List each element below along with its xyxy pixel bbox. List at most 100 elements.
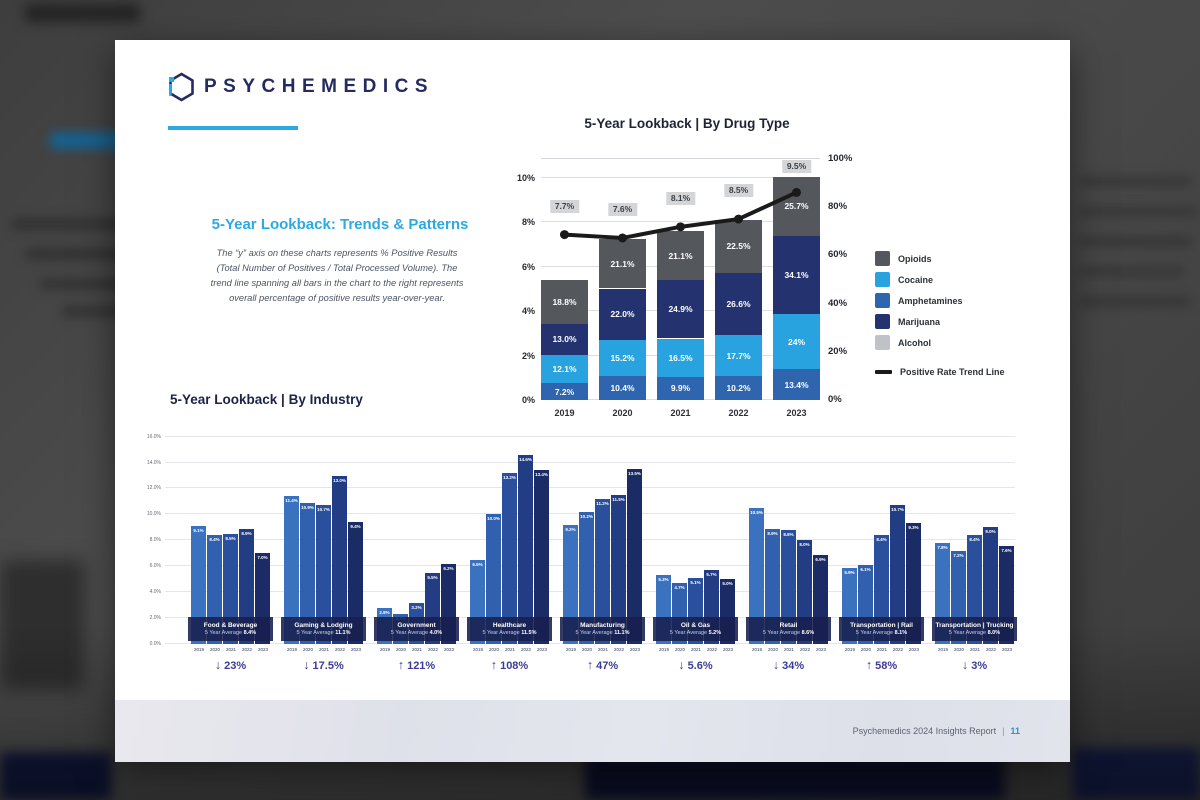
industry-bar: 13.0% bbox=[332, 475, 347, 644]
intro-body: The “y” axis on these charts represents … bbox=[210, 248, 464, 303]
legend-item-amphetamines: Amphetamines bbox=[875, 293, 1005, 308]
year-label: 2023 bbox=[443, 647, 454, 652]
trend-line-swatch-icon bbox=[875, 369, 892, 374]
backdrop-text-blur bbox=[1080, 206, 1198, 217]
footer-page-number: 11 bbox=[1010, 726, 1020, 736]
y-axis-tick-right: 100% bbox=[828, 153, 853, 164]
stacked-bar: 7.2% 12.1% 13.0% 18.8% bbox=[541, 280, 588, 400]
industry-average: 5 Year Average 11.5% bbox=[482, 630, 537, 636]
down-arrow-icon: ↓ bbox=[678, 658, 685, 672]
industry-bar-label: 8.9% bbox=[767, 530, 778, 536]
industry-name: Food & Beverage bbox=[203, 622, 258, 629]
year-label: 2022 bbox=[985, 647, 996, 652]
industry-bar-label: 8.4% bbox=[969, 537, 980, 543]
legend-label: Marijuana bbox=[898, 316, 941, 327]
y-axis-tick: 8.0% bbox=[149, 537, 161, 544]
year-label: 2023 bbox=[815, 647, 826, 652]
legend-swatch-icon bbox=[875, 251, 890, 266]
up-arrow-icon: ↑ bbox=[397, 658, 405, 672]
industry-change: ↑ 121% bbox=[374, 658, 459, 672]
gridline bbox=[541, 221, 820, 223]
industry-bar: 8.5% bbox=[223, 533, 238, 644]
industry-bar: 8.9% bbox=[765, 528, 780, 644]
industry-bar-label: 6.2% bbox=[443, 565, 454, 571]
year-label: 2022 bbox=[334, 647, 345, 652]
legend-swatch-icon bbox=[875, 272, 890, 287]
industry-bar: 13.4% bbox=[534, 470, 549, 644]
bar-segment-opioids: 25.7% bbox=[773, 176, 820, 236]
y-axis-tick-left: 6% bbox=[521, 261, 535, 272]
bar-segment-amphetamines: 7.2% bbox=[541, 383, 588, 400]
industry-year-labels: 2019 2020 2021 2022 2023 bbox=[470, 647, 550, 652]
bar-segment-cocaine: 17.7% bbox=[715, 334, 762, 377]
bar-segment-amphetamines: 10.2% bbox=[715, 376, 762, 400]
industry-year-labels: 2019 2020 2021 2022 2023 bbox=[377, 647, 457, 652]
x-axis-year-label: 2022 bbox=[728, 408, 749, 418]
y-axis-tick: 10.0% bbox=[146, 511, 161, 518]
industry-average: 5 Year Average 5.2% bbox=[669, 630, 722, 636]
industry-bar-label: 6.5% bbox=[472, 561, 483, 567]
y-axis-tick-right: 40% bbox=[828, 297, 848, 309]
year-label: 2020 bbox=[767, 647, 778, 652]
industry-bar-label: 5.1% bbox=[690, 579, 701, 585]
down-arrow-icon: ↓ bbox=[961, 658, 969, 672]
industry-year-labels: 2019 2020 2021 2022 2023 bbox=[935, 647, 1015, 652]
industry-bar: 8.4% bbox=[967, 535, 982, 644]
industry-bar: 8.4% bbox=[207, 535, 222, 644]
bar-segment-label: 16.5% bbox=[668, 352, 693, 363]
industry-bar-label: 13.2% bbox=[503, 474, 516, 480]
legend-swatch-icon bbox=[875, 293, 890, 308]
industry-name: Gaming & Lodging bbox=[294, 622, 353, 629]
bar-segment-marijuana: 24.9% bbox=[657, 280, 704, 339]
industry-year-labels: 2019 2020 2021 2022 2023 bbox=[749, 647, 829, 652]
year-label: 2019 bbox=[658, 647, 669, 652]
year-label: 2021 bbox=[504, 647, 515, 652]
trend-point bbox=[560, 230, 569, 240]
industry-plate: Food & Beverage 5 Year Average 8.4% bbox=[188, 617, 273, 641]
y-axis-tick: 6.0% bbox=[149, 563, 161, 570]
industry-bar: 10.5% bbox=[749, 507, 764, 644]
gridline bbox=[165, 435, 1015, 437]
year-label: 2021 bbox=[411, 647, 422, 652]
y-axis-tick: 4.0% bbox=[149, 589, 161, 596]
industry-bar: 10.0% bbox=[486, 514, 501, 644]
industry-bar-label: 4.7% bbox=[674, 585, 685, 591]
industry-bar-label: 14.6% bbox=[519, 456, 532, 462]
industry-bar: 9.1% bbox=[191, 526, 206, 644]
industry-plate: Manufacturing 5 Year Average 11.1% bbox=[560, 617, 645, 641]
year-label: 2020 bbox=[953, 647, 964, 652]
change-value: 121% bbox=[404, 660, 436, 672]
industry-name: Government bbox=[397, 622, 436, 629]
report-slide: PSYCHEMEDICS 5-Year Lookback: Trends & P… bbox=[115, 40, 1070, 762]
legend-item-cocaine: Cocaine bbox=[875, 272, 1005, 287]
industry-change: ↓ 23% bbox=[188, 658, 273, 672]
industry-bar-label: 6.1% bbox=[860, 566, 871, 572]
industry-chart-plot: 0.0% 2.0% 4.0% 6.0% 8.0% 10.0% 12.0% 14.0% 16.0%… bbox=[147, 434, 1017, 672]
y-axis-tick-right: 80% bbox=[828, 201, 848, 213]
bar-segment-cocaine: 15.2% bbox=[599, 340, 646, 376]
year-label: 2019 bbox=[379, 647, 390, 652]
industry-change: ↑ 47% bbox=[560, 658, 645, 672]
industry-bar-label: 7.0% bbox=[257, 555, 268, 561]
year-label: 2022 bbox=[799, 647, 810, 652]
year-label: 2021 bbox=[318, 647, 329, 652]
bar-segment-label: 10.2% bbox=[726, 383, 751, 394]
industry-plate: Transportation | Rail 5 Year Average 8.1% bbox=[839, 617, 924, 641]
y-axis-tick: 14.0% bbox=[146, 459, 161, 466]
year-label: 2022 bbox=[427, 647, 438, 652]
industry-change: ↓ 5.6% bbox=[653, 658, 738, 672]
stacked-bar: 10.4% 15.2% 22.0% 21.1% bbox=[599, 239, 646, 400]
year-label: 2019 bbox=[286, 647, 297, 652]
year-label: 2022 bbox=[613, 647, 624, 652]
industry-bar: 10.7% bbox=[890, 505, 905, 644]
industry-bar: 11.2% bbox=[595, 498, 610, 644]
industry-bar-label: 10.7% bbox=[891, 507, 904, 513]
year-label: 2020 bbox=[395, 647, 406, 652]
industry-bar-label: 10.5% bbox=[750, 509, 763, 515]
bar-segment-amphetamines: 13.4% bbox=[773, 369, 820, 400]
y-axis-tick-left: 10% bbox=[516, 173, 535, 183]
industry-bar: 9.2% bbox=[563, 524, 578, 644]
industry-chart-title: 5-Year Lookback | By Industry bbox=[170, 392, 363, 407]
industry-plate: Oil & Gas 5 Year Average 5.2% bbox=[653, 617, 738, 641]
